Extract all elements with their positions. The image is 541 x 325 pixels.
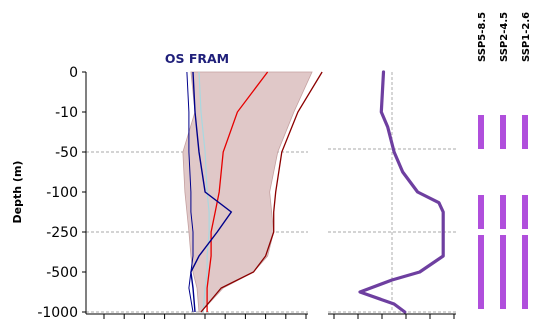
scenario-label: SSP1-2.6 (521, 12, 532, 62)
panel2-series (358, 70, 445, 314)
series-line (200, 71, 323, 313)
y-tick-label: -500 (46, 265, 78, 281)
panel2-grid (328, 72, 456, 313)
envelope-band (182, 71, 313, 313)
scenario-bar (522, 195, 528, 229)
series-line (358, 70, 445, 314)
scenario-bar (478, 115, 484, 149)
panel-title: OS FRAM (165, 51, 229, 66)
y-tick-label: -50 (55, 145, 78, 161)
scenario-bar (522, 235, 528, 309)
scenario-labels: SSP5-8.5 SSP2-4.5 SSP1-2.6 (477, 12, 532, 62)
scenario-bar (500, 195, 506, 229)
series-line (206, 71, 269, 312)
scenario-label: SSP5-8.5 (477, 12, 488, 62)
series-line (190, 71, 233, 313)
panel1-axes: 0 -10 -50 -100 -250 -500 -1000 (37, 65, 308, 321)
scenario-bar (500, 235, 506, 309)
scenario-bar (500, 115, 506, 149)
series-line (186, 71, 194, 313)
series-line (198, 71, 210, 313)
scenario-bar (478, 195, 484, 229)
panel1-envelope (182, 71, 313, 313)
y-tick-label: 0 (69, 65, 78, 81)
scenario-label: SSP2-4.5 (499, 12, 510, 62)
y-tick-label: -100 (46, 185, 78, 201)
scenario-bar (522, 115, 528, 149)
y-tick-label: -10 (55, 105, 78, 121)
panel1-series (186, 71, 323, 313)
scenario-bars (478, 115, 528, 309)
panel2-axes (328, 313, 456, 319)
scenario-bar (478, 235, 484, 309)
y-tick-label: -250 (46, 225, 78, 241)
y-axis-label: Depth (m) (11, 161, 24, 224)
y-tick-label: -1000 (37, 305, 78, 321)
